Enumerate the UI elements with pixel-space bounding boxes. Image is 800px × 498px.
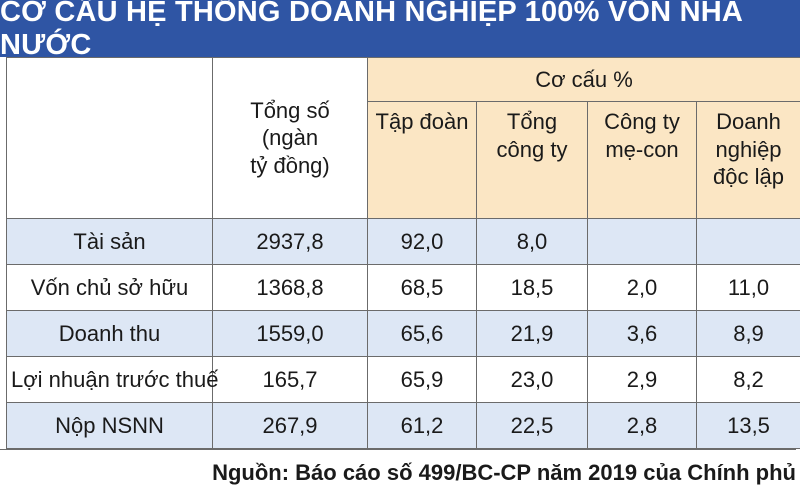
- cell-total: 267,9: [212, 402, 368, 449]
- header-structure-group: Cơ cấu %: [366, 57, 800, 102]
- cell-value: 2,0: [587, 264, 697, 311]
- cell-value: 8,0: [476, 218, 588, 265]
- header-line: mẹ-con: [605, 136, 679, 162]
- cell-value: 3,6: [587, 310, 697, 357]
- row-label: Doanh thu: [6, 310, 213, 357]
- row-label: Tài sản: [6, 218, 213, 265]
- header-col-tong-cong-ty: Tổng công ty: [476, 101, 588, 219]
- header-line: độc lập: [713, 164, 784, 189]
- cell-value: 11,0: [695, 264, 800, 311]
- row-label: Vốn chủ sở hữu: [6, 264, 213, 311]
- cell-value: 8,2: [695, 356, 800, 403]
- table-row: Vốn chủ sở hữu 1368,8 68,5 18,5 2,0 11,0: [6, 264, 800, 311]
- table-row: Lợi nhuận trước thuế 165,7 65,9 23,0 2,9…: [6, 356, 800, 403]
- header-line: Tập đoàn: [375, 109, 469, 134]
- header-col-doanh-nghiep-doc-lap: Doanh nghiệp độc lập: [695, 101, 800, 219]
- cell-value: 65,9: [367, 356, 477, 403]
- cell-total: 1368,8: [212, 264, 368, 311]
- cell-value: 2,9: [587, 356, 697, 403]
- cell-value: 18,5: [476, 264, 588, 311]
- cell-total: 1559,0: [212, 310, 368, 357]
- header-total-line: tỷ đồng): [250, 152, 330, 178]
- cell-value: 68,5: [367, 264, 477, 311]
- header-total-line: Tổng số: [250, 97, 330, 123]
- cell-value: 8,9: [695, 310, 800, 357]
- table-row: Doanh thu 1559,0 65,6 21,9 3,6 8,9: [6, 310, 800, 357]
- header-blank-cell: [6, 57, 213, 219]
- table-row: Nộp NSNN 267,9 61,2 22,5 2,8 13,5: [6, 402, 800, 449]
- page-title: CƠ CẤU HỆ THỐNG DOANH NGHIỆP 100% VỐN NH…: [0, 0, 800, 61]
- cell-value: 61,2: [367, 402, 477, 449]
- cell-value: 21,9: [476, 310, 588, 357]
- data-table: Tổng số (ngàn tỷ đồng) Cơ cấu % Tập đoàn…: [6, 57, 800, 449]
- row-label: Nộp NSNN: [6, 402, 213, 449]
- cell-total: 165,7: [212, 356, 368, 403]
- row-label: Lợi nhuận trước thuế: [6, 356, 218, 403]
- cell-value: 13,5: [695, 402, 800, 449]
- header-total-line: (ngàn: [261, 125, 319, 151]
- header-line: công ty: [496, 136, 568, 162]
- cell-value: 23,0: [476, 356, 588, 403]
- header-col-tap-doan: Tập đoàn: [367, 101, 477, 219]
- cell-value: [587, 218, 697, 265]
- cell-value: 22,5: [476, 402, 588, 449]
- cell-total: 2937,8: [212, 218, 368, 265]
- cell-value: 92,0: [367, 218, 477, 265]
- table-row: Tài sản 2937,8 92,0 8,0: [6, 218, 800, 265]
- cell-value: [695, 218, 800, 265]
- source-note: Nguồn: Báo cáo số 499/BC-CP năm 2019 của…: [0, 449, 796, 495]
- cell-value: 2,8: [587, 402, 697, 449]
- header-line: Công ty: [604, 109, 680, 134]
- header-col-cong-ty-me-con: Công ty mẹ-con: [587, 101, 697, 219]
- header-line: nghiệp: [715, 136, 782, 162]
- header-total: Tổng số (ngàn tỷ đồng): [212, 57, 368, 219]
- header-line: Doanh: [716, 109, 781, 134]
- header-line: Tổng: [506, 109, 558, 134]
- cell-value: 65,6: [367, 310, 477, 357]
